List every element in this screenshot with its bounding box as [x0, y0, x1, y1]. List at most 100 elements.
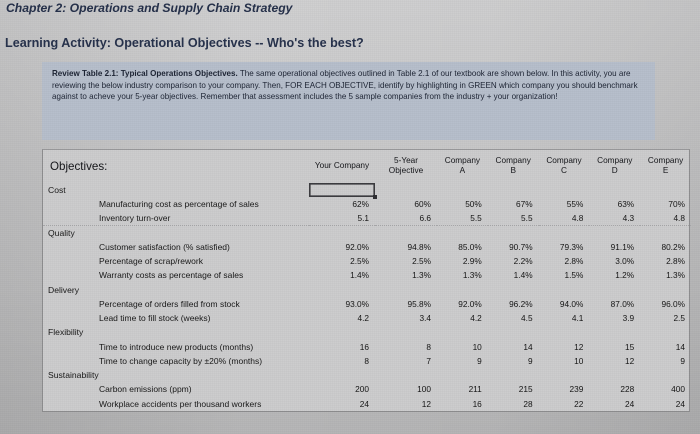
cell[interactable] [589, 183, 640, 197]
cell[interactable]: 95.8% [407, 298, 431, 309]
cell[interactable]: 14 [675, 341, 685, 352]
cell[interactable] [539, 325, 590, 339]
cell[interactable]: 2.5% [350, 256, 369, 266]
cell[interactable]: 14 [523, 341, 533, 352]
cell[interactable]: 8 [364, 355, 369, 366]
cell[interactable]: 6.6 [419, 212, 431, 223]
cell[interactable]: 4.8 [571, 212, 584, 223]
cell[interactable]: 2.2% [513, 256, 533, 266]
cell[interactable]: 4.2 [470, 313, 482, 324]
cell[interactable]: 4.2 [357, 313, 369, 324]
cell[interactable]: 1.3% [462, 270, 482, 281]
cell[interactable]: 5.5 [470, 212, 482, 223]
cell[interactable] [375, 368, 437, 382]
cell[interactable]: 92.0% [345, 241, 369, 252]
cell[interactable]: 5.5 [521, 212, 533, 223]
cell[interactable]: 239 [569, 384, 584, 395]
cell[interactable]: 16 [472, 398, 482, 409]
cell[interactable]: 87.0% [610, 298, 635, 309]
cell[interactable]: 4.8 [673, 212, 685, 223]
header-company-d[interactable]: Company D [589, 150, 640, 183]
cell[interactable]: 2.5% [412, 256, 431, 266]
cell[interactable]: 94.8% [407, 241, 431, 252]
cell[interactable] [539, 282, 590, 296]
cell[interactable] [589, 368, 640, 382]
cell[interactable] [640, 225, 691, 239]
cell[interactable] [488, 183, 539, 197]
cell[interactable]: 12 [421, 398, 431, 409]
cell[interactable] [589, 282, 640, 296]
cell[interactable] [437, 183, 488, 197]
cell[interactable]: 8 [426, 341, 431, 352]
cell[interactable]: 3.9 [622, 313, 635, 324]
cell[interactable] [437, 282, 488, 296]
cell[interactable]: 2.9% [462, 256, 482, 266]
header-company-c[interactable]: Company C [539, 150, 590, 183]
cell[interactable] [309, 282, 375, 296]
cell[interactable]: 79.3% [559, 241, 584, 252]
cell[interactable] [309, 225, 375, 239]
cell[interactable]: 12 [574, 341, 584, 352]
cell[interactable]: 80.2% [661, 241, 685, 252]
cell[interactable] [437, 325, 488, 339]
cell[interactable]: 67% [515, 198, 533, 209]
cell[interactable]: 90.7% [509, 241, 533, 252]
cell[interactable]: 63% [617, 198, 635, 209]
cell[interactable] [375, 183, 437, 197]
cell[interactable]: 93.0% [345, 298, 369, 309]
cell[interactable]: 60% [414, 198, 431, 209]
header-company-e[interactable]: Company E [640, 150, 691, 183]
cell[interactable]: 1.3% [666, 270, 685, 281]
cell[interactable]: 4.3 [622, 212, 635, 223]
objectives-spreadsheet[interactable]: Objectives: Your Company 5-Year Objectiv… [42, 149, 691, 412]
cell[interactable]: 15 [624, 341, 635, 352]
cell[interactable]: 24 [624, 398, 635, 409]
cell[interactable] [589, 225, 640, 239]
cell[interactable]: 1.4% [513, 270, 533, 281]
cell[interactable] [488, 282, 539, 296]
cell[interactable]: 3.0% [615, 256, 635, 266]
cell[interactable]: 2.8% [564, 256, 584, 266]
cell[interactable]: 50% [465, 198, 482, 209]
cell[interactable]: 228 [620, 384, 635, 395]
cell[interactable] [539, 225, 590, 239]
cell[interactable] [539, 368, 590, 382]
cell[interactable]: 200 [355, 384, 369, 395]
cell[interactable] [375, 325, 437, 339]
cell[interactable]: 9 [680, 355, 685, 366]
cell[interactable]: 22 [574, 398, 584, 409]
cell[interactable] [437, 368, 488, 382]
cell[interactable]: 1.2% [615, 270, 635, 281]
header-five-year-objective[interactable]: 5-Year Objective [375, 150, 437, 183]
cell[interactable]: 9 [527, 355, 533, 366]
cell[interactable] [640, 325, 691, 339]
cell[interactable]: 211 [468, 384, 482, 395]
active-cell-your-company[interactable] [309, 183, 378, 199]
cell[interactable] [640, 282, 691, 296]
cell[interactable]: 96.0% [661, 298, 685, 309]
cell[interactable]: 1.4% [350, 270, 369, 281]
cell[interactable]: 2.8% [666, 256, 685, 266]
cell[interactable]: 85.0% [458, 241, 482, 252]
fill-handle[interactable] [373, 194, 378, 199]
cell[interactable]: 12 [624, 355, 635, 366]
cell[interactable]: 7 [426, 355, 431, 366]
cell[interactable]: 100 [417, 384, 431, 395]
cell[interactable]: 24 [675, 398, 685, 409]
cell[interactable]: 70% [668, 198, 685, 209]
cell[interactable]: 4.5 [521, 313, 533, 324]
cell[interactable]: 28 [523, 398, 533, 409]
cell[interactable]: 215 [518, 384, 533, 395]
header-company-a[interactable]: Company A [437, 150, 488, 183]
cell[interactable]: 4.1 [571, 313, 584, 324]
cell[interactable]: 400 [671, 384, 685, 395]
cell[interactable] [640, 183, 691, 197]
cell[interactable]: 1.3% [412, 270, 431, 281]
header-company-b[interactable]: Company B [488, 150, 539, 183]
cell[interactable]: 2.5 [673, 313, 685, 324]
cell[interactable]: 96.2% [509, 298, 533, 309]
cell[interactable] [589, 325, 640, 339]
cell[interactable]: 1.5% [564, 270, 584, 281]
cell[interactable]: 16 [359, 341, 369, 352]
cell[interactable] [640, 368, 691, 382]
